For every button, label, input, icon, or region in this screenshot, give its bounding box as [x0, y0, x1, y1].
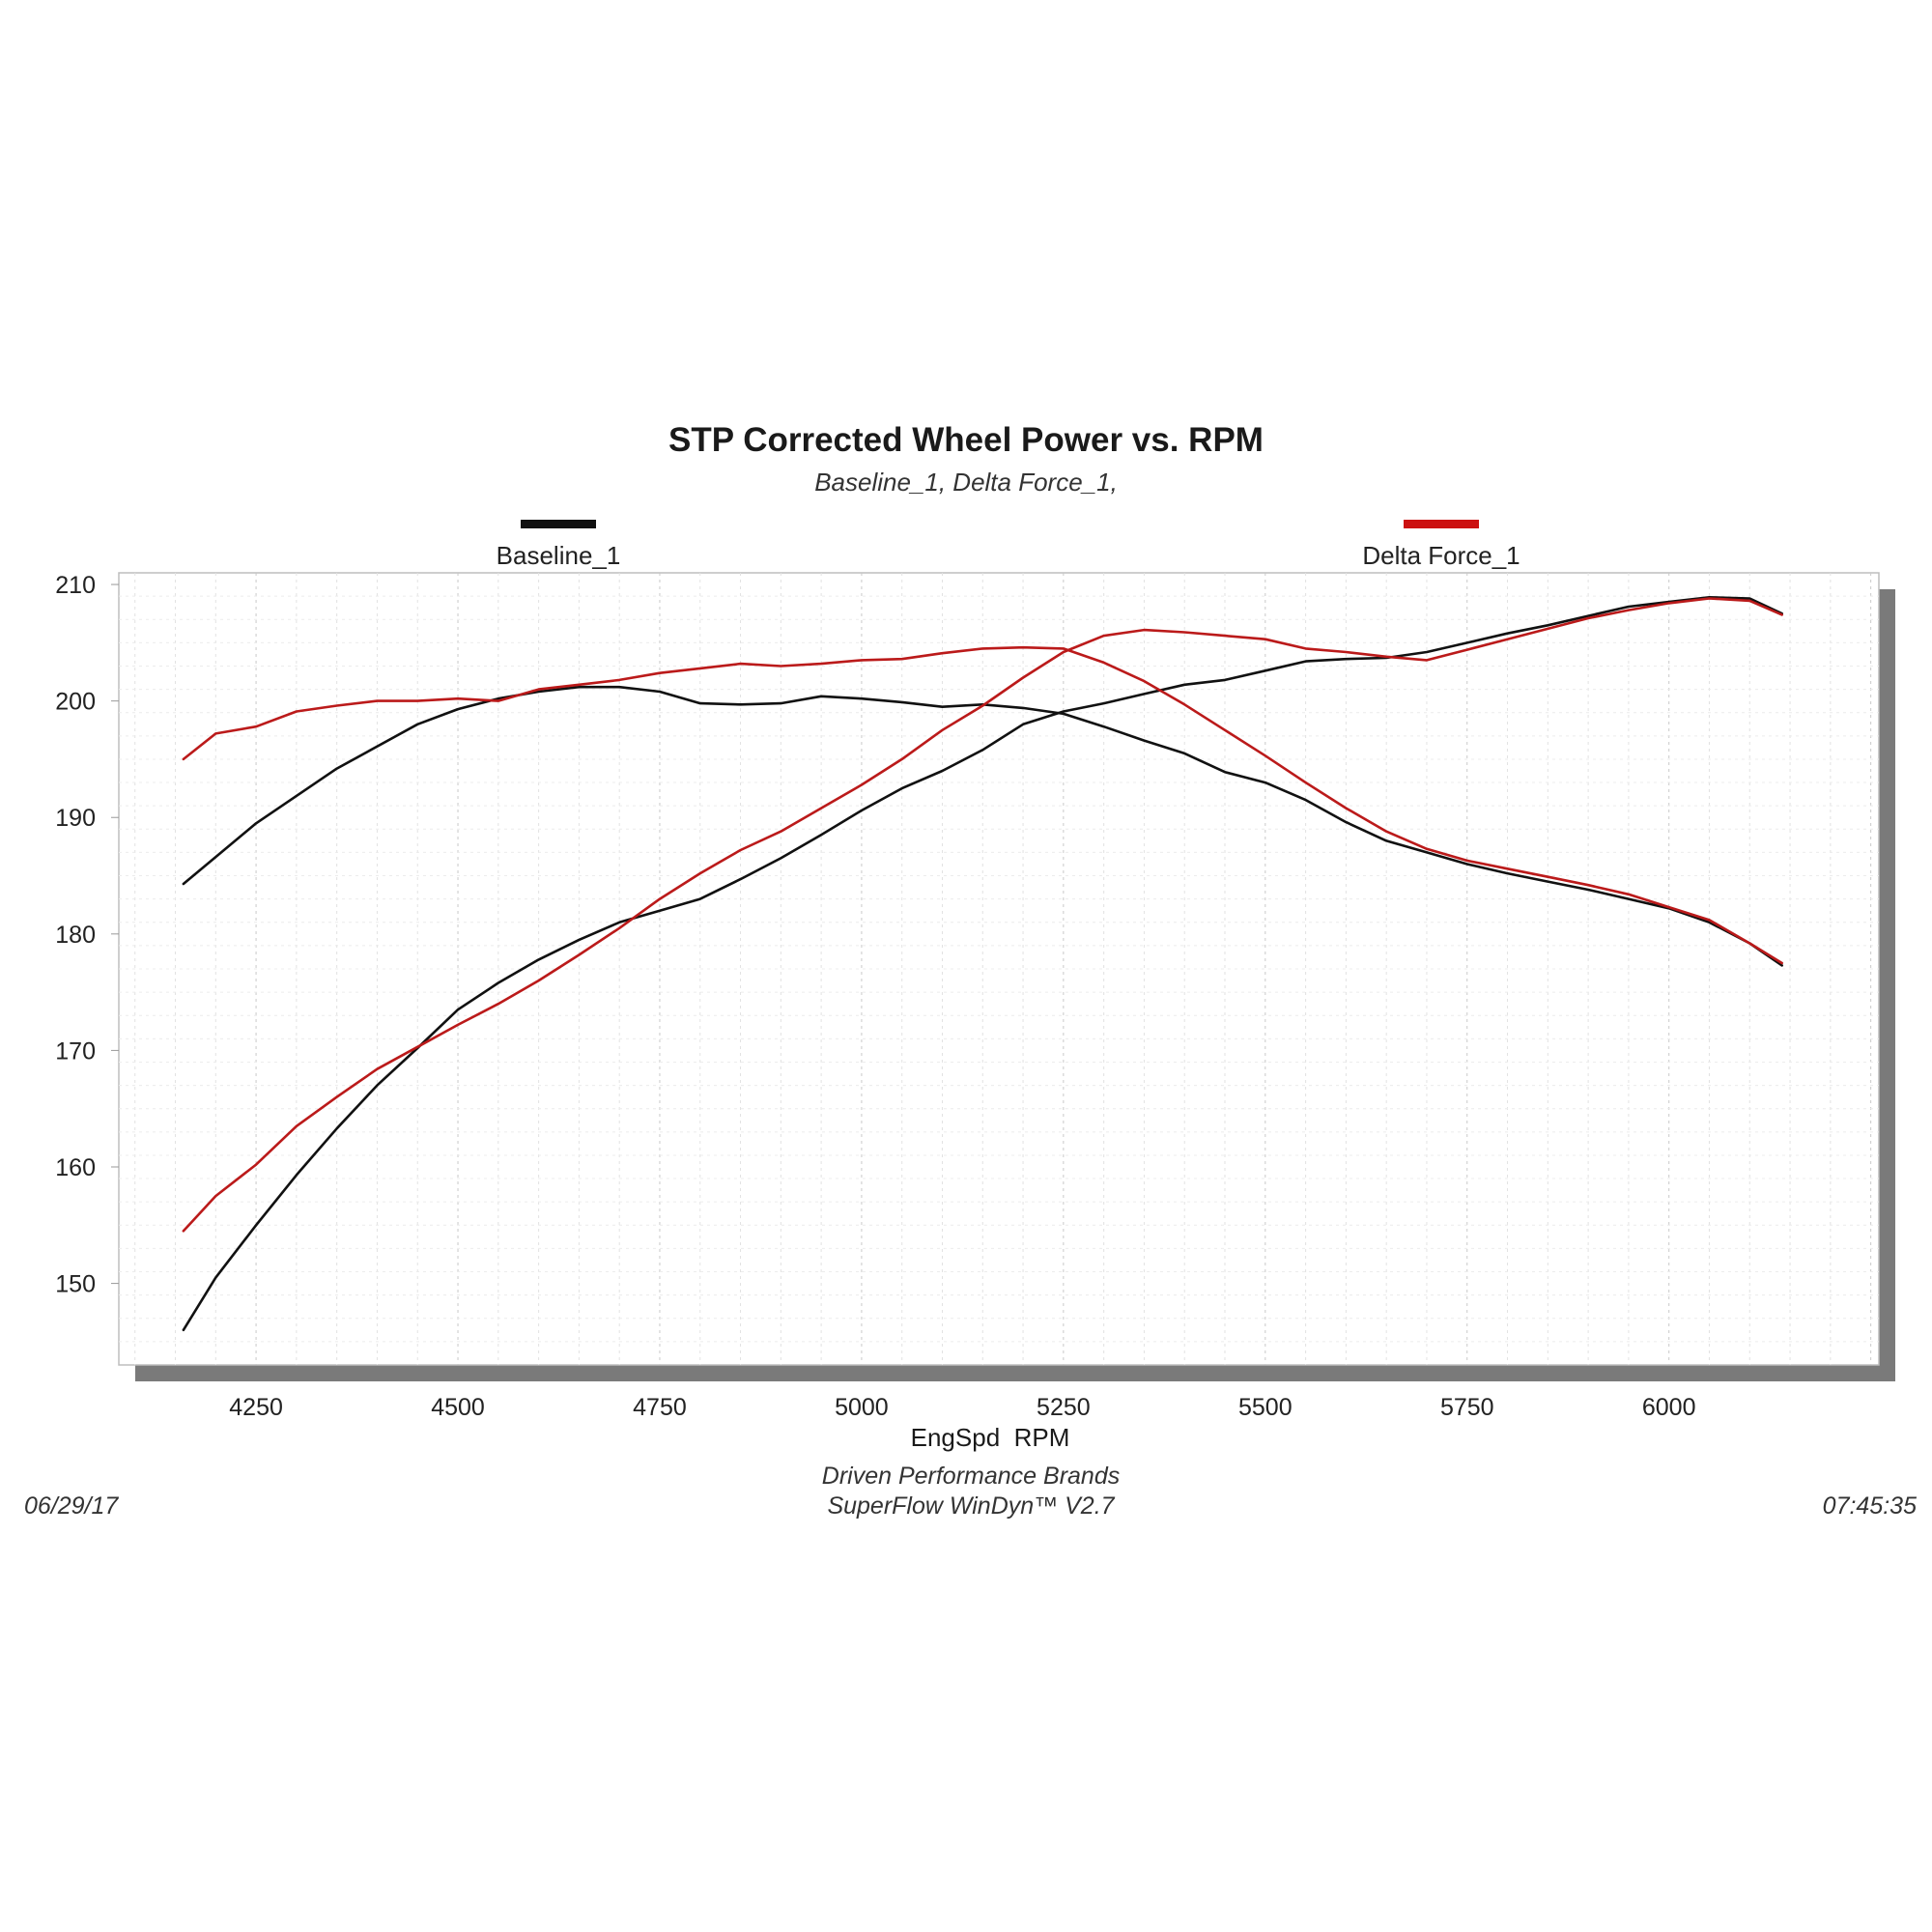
y-tick-label: 210 [55, 572, 96, 599]
legend-label-baseline: Baseline_1 [496, 541, 621, 570]
x-tick-label: 5500 [1238, 1394, 1293, 1421]
y-axis-ticks: 150 160 170 180 190 200 210 [55, 572, 119, 1298]
y-tick-label: 200 [55, 689, 96, 716]
x-tick-label: 4250 [229, 1394, 283, 1421]
x-tick-label: 5750 [1440, 1394, 1494, 1421]
x-tick-label: 6000 [1642, 1394, 1696, 1421]
series-line-baseline-1-a [182, 685, 1783, 967]
x-tick-label: 5000 [835, 1394, 889, 1421]
x-tick-label: 5250 [1037, 1394, 1091, 1421]
y-tick-label: 160 [55, 1154, 96, 1181]
series-lines [182, 596, 1783, 1332]
legend-swatch-baseline [521, 520, 596, 528]
x-tick-label: 4750 [633, 1394, 687, 1421]
y-tick-label: 180 [55, 922, 96, 949]
footer-company: Driven Performance Brands [821, 1463, 1121, 1490]
y-tick-label: 190 [55, 805, 96, 832]
footer-time: 07:45:35 [1822, 1492, 1917, 1520]
legend-label-delta-force: Delta Force_1 [1362, 541, 1520, 570]
x-axis-label: EngSpd RPM [910, 1423, 1070, 1452]
legend-swatch-delta-force [1404, 520, 1479, 528]
y-tick-label: 170 [55, 1037, 96, 1065]
series-line-delta-force-1-b [182, 597, 1783, 1233]
x-axis-ticks: 4250 4500 4750 5000 5250 5500 5750 6000 [229, 1394, 1695, 1421]
footer-software: SuperFlow WinDyn™ V2.7 [827, 1492, 1115, 1520]
y-tick-label: 150 [55, 1271, 96, 1298]
chart-subtitle: Baseline_1, Delta Force_1, [814, 468, 1118, 497]
footer-date: 06/29/17 [24, 1492, 119, 1520]
grid-lines [119, 573, 1879, 1365]
series-line-delta-force-1-a [182, 645, 1783, 965]
chart-title: STP Corrected Wheel Power vs. RPM [668, 421, 1264, 459]
x-tick-label: 4500 [431, 1394, 485, 1421]
series-line-baseline-1-b [182, 596, 1783, 1332]
